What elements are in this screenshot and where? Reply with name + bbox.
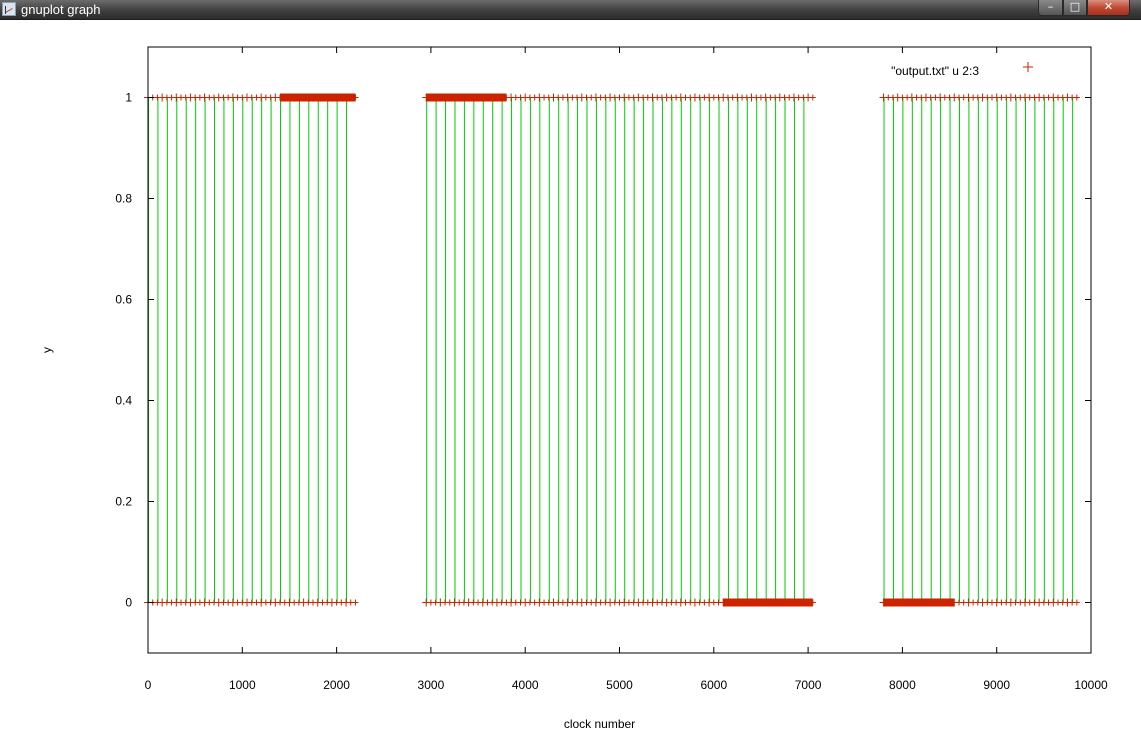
- window-controls: – □ ✕: [1038, 0, 1130, 17]
- maximize-button[interactable]: □: [1063, 0, 1087, 16]
- x-tick-label: 9000: [983, 678, 1010, 692]
- axis-labels: 0 1000 2000 3000 4000 5000 6000 7000 8000 9000 100…: [40, 91, 1108, 732]
- y-tick-label: 0.2: [115, 495, 132, 509]
- y-tick-label: 0.6: [115, 293, 132, 307]
- window-titlebar[interactable]: gnuplot graph – □ ✕: [0, 0, 1141, 20]
- y-tick-label: 0: [125, 596, 132, 610]
- x-tick-label: 4000: [512, 678, 539, 692]
- data-points: [144, 93, 1080, 607]
- window-title: gnuplot graph: [21, 2, 101, 17]
- x-tick-label: 5000: [606, 678, 633, 692]
- transition-lines: [148, 97, 1074, 603]
- legend-plus-marker: [1023, 62, 1033, 72]
- x-tick-label: 3000: [418, 678, 445, 692]
- x-tick-label: 6000: [700, 678, 727, 692]
- legend: "output.txt" u 2:3: [891, 62, 1033, 78]
- plot-area: 0 1000 2000 3000 4000 5000 6000 7000 8000 9000 100…: [0, 20, 1141, 732]
- y-tick-label: 0.4: [115, 394, 132, 408]
- x-tick-label: 8000: [889, 678, 916, 692]
- x-tick-label: 2000: [323, 678, 350, 692]
- y-axis-label: y: [40, 347, 54, 353]
- x-tick-label: 0: [145, 678, 152, 692]
- axis-ticks: [147, 47, 1092, 653]
- y-tick-label: 1: [125, 91, 132, 105]
- gnuplot-app-icon: [2, 2, 16, 16]
- x-tick-label: 7000: [795, 678, 822, 692]
- legend-entry-label: "output.txt" u 2:3: [891, 64, 979, 78]
- y-tick-label: 0.8: [115, 192, 132, 206]
- x-tick-label: 10000: [1074, 678, 1108, 692]
- minimize-button[interactable]: –: [1038, 0, 1063, 16]
- x-tick-label: 1000: [229, 678, 256, 692]
- close-button[interactable]: ✕: [1087, 0, 1130, 16]
- chart-canvas: 0 1000 2000 3000 4000 5000 6000 7000 8000 9000 100…: [40, 46, 1108, 732]
- x-axis-label: clock number: [564, 717, 635, 729]
